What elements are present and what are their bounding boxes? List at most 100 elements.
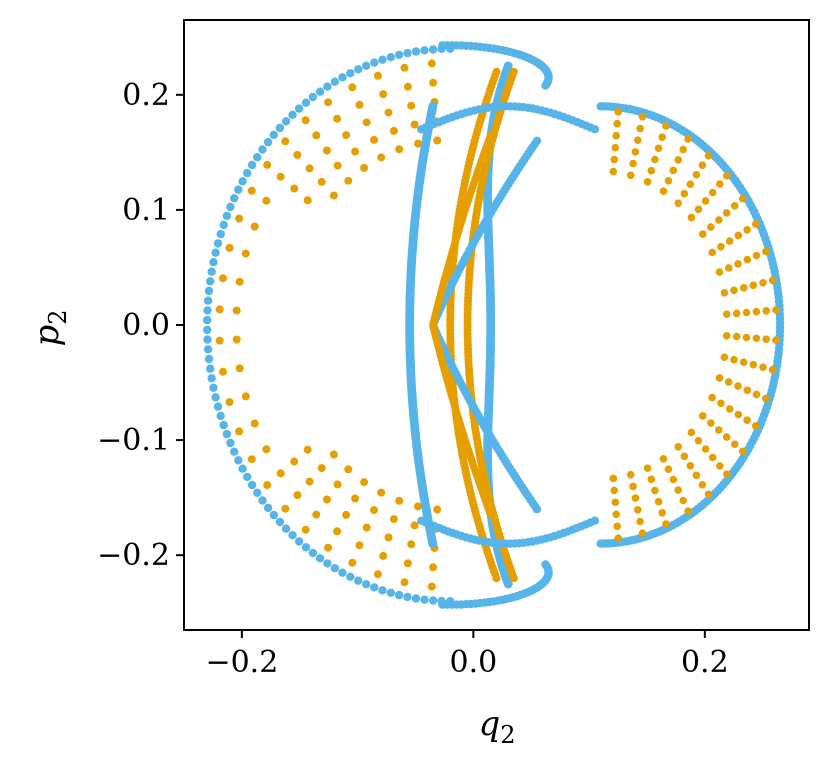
orange-point <box>684 507 692 515</box>
orange-point <box>486 131 495 139</box>
orange-point <box>674 486 682 494</box>
orange-point <box>247 186 256 195</box>
orange-point <box>614 534 622 542</box>
orange-point <box>389 515 398 524</box>
orange-point <box>759 279 767 287</box>
x-tick-label: −0.2 <box>205 645 278 680</box>
orange-point <box>609 167 618 176</box>
orange-point <box>215 336 224 345</box>
blue-point <box>230 447 239 456</box>
orange-point <box>631 494 640 502</box>
orange-point <box>281 137 290 146</box>
blue-point <box>226 202 235 212</box>
orange-point <box>734 382 742 390</box>
blue-point <box>403 48 412 58</box>
orange-point <box>734 231 743 240</box>
blue-point <box>206 277 215 286</box>
orange-point <box>613 119 621 128</box>
blue-point <box>216 229 225 239</box>
blue-point <box>386 588 395 597</box>
orange-point <box>400 578 409 587</box>
blue-point <box>420 46 429 55</box>
orange-point <box>329 450 338 459</box>
orange-point <box>403 82 412 91</box>
orange-point <box>752 422 760 430</box>
orange-point <box>723 470 731 479</box>
orange-point <box>312 131 321 140</box>
blue-point <box>503 61 513 71</box>
orange-point <box>638 529 647 537</box>
orange-point <box>708 188 717 197</box>
orange-point <box>305 164 314 173</box>
orange-point <box>344 176 353 185</box>
orange-point <box>235 214 244 223</box>
blue-point <box>532 136 542 145</box>
orange-point <box>344 465 353 474</box>
orange-point <box>333 114 342 123</box>
orange-point <box>716 462 724 470</box>
blue-point <box>330 77 340 87</box>
orange-point <box>395 145 404 154</box>
orange-point <box>610 155 619 164</box>
orange-point <box>643 464 652 473</box>
orange-point <box>329 191 338 200</box>
y-tick-label: 0.2 <box>122 78 170 113</box>
orange-point <box>687 213 696 222</box>
blue-point <box>207 374 216 383</box>
orange-point <box>611 143 620 152</box>
orange-point <box>290 184 299 193</box>
orange-point <box>738 194 747 203</box>
blue-point <box>275 517 285 527</box>
blue-point <box>308 92 318 102</box>
orange-point <box>631 148 640 156</box>
orange-point <box>379 551 388 560</box>
orange-point <box>613 522 621 531</box>
orange-point <box>612 131 620 140</box>
orange-point <box>262 196 271 205</box>
orange-point <box>225 243 234 252</box>
blue-point <box>238 177 247 186</box>
orange-point <box>333 480 342 489</box>
orange-point <box>276 172 285 181</box>
orange-point <box>492 67 501 76</box>
blue-point <box>354 576 363 585</box>
blue-point <box>378 586 387 595</box>
orange-point <box>717 242 725 251</box>
x-tick-label: 0.0 <box>449 645 497 680</box>
blue-point <box>238 464 247 473</box>
orange-point <box>262 445 271 454</box>
orange-point <box>701 197 710 205</box>
orange-point <box>219 274 227 283</box>
orange-point <box>762 307 770 315</box>
orange-point <box>360 478 369 487</box>
orange-point <box>659 455 668 463</box>
orange-point <box>610 486 619 495</box>
blue-point <box>411 47 421 56</box>
orange-point <box>723 310 731 319</box>
blue-point <box>370 58 379 67</box>
orange-point <box>699 412 707 420</box>
blue-point <box>209 258 218 267</box>
blue-point <box>378 55 387 64</box>
orange-point <box>680 189 689 198</box>
orange-point <box>716 180 724 188</box>
orange-point <box>370 506 378 515</box>
orange-point <box>752 220 760 228</box>
orange-point <box>752 334 761 343</box>
orange-point <box>384 108 393 117</box>
orange-point <box>704 151 713 160</box>
y-tick-label: 0.1 <box>122 193 170 228</box>
orange-point <box>403 559 412 568</box>
blue-point <box>207 267 216 276</box>
orange-point <box>301 116 310 125</box>
blue-point <box>211 393 220 402</box>
orange-point <box>692 471 701 480</box>
orange-point <box>722 209 731 217</box>
orange-point <box>232 306 241 315</box>
orange-point <box>400 63 409 72</box>
orange-point <box>694 436 703 445</box>
orange-point <box>351 494 360 503</box>
orange-point <box>429 78 438 87</box>
blue-point <box>281 524 291 533</box>
orange-point <box>614 108 622 116</box>
